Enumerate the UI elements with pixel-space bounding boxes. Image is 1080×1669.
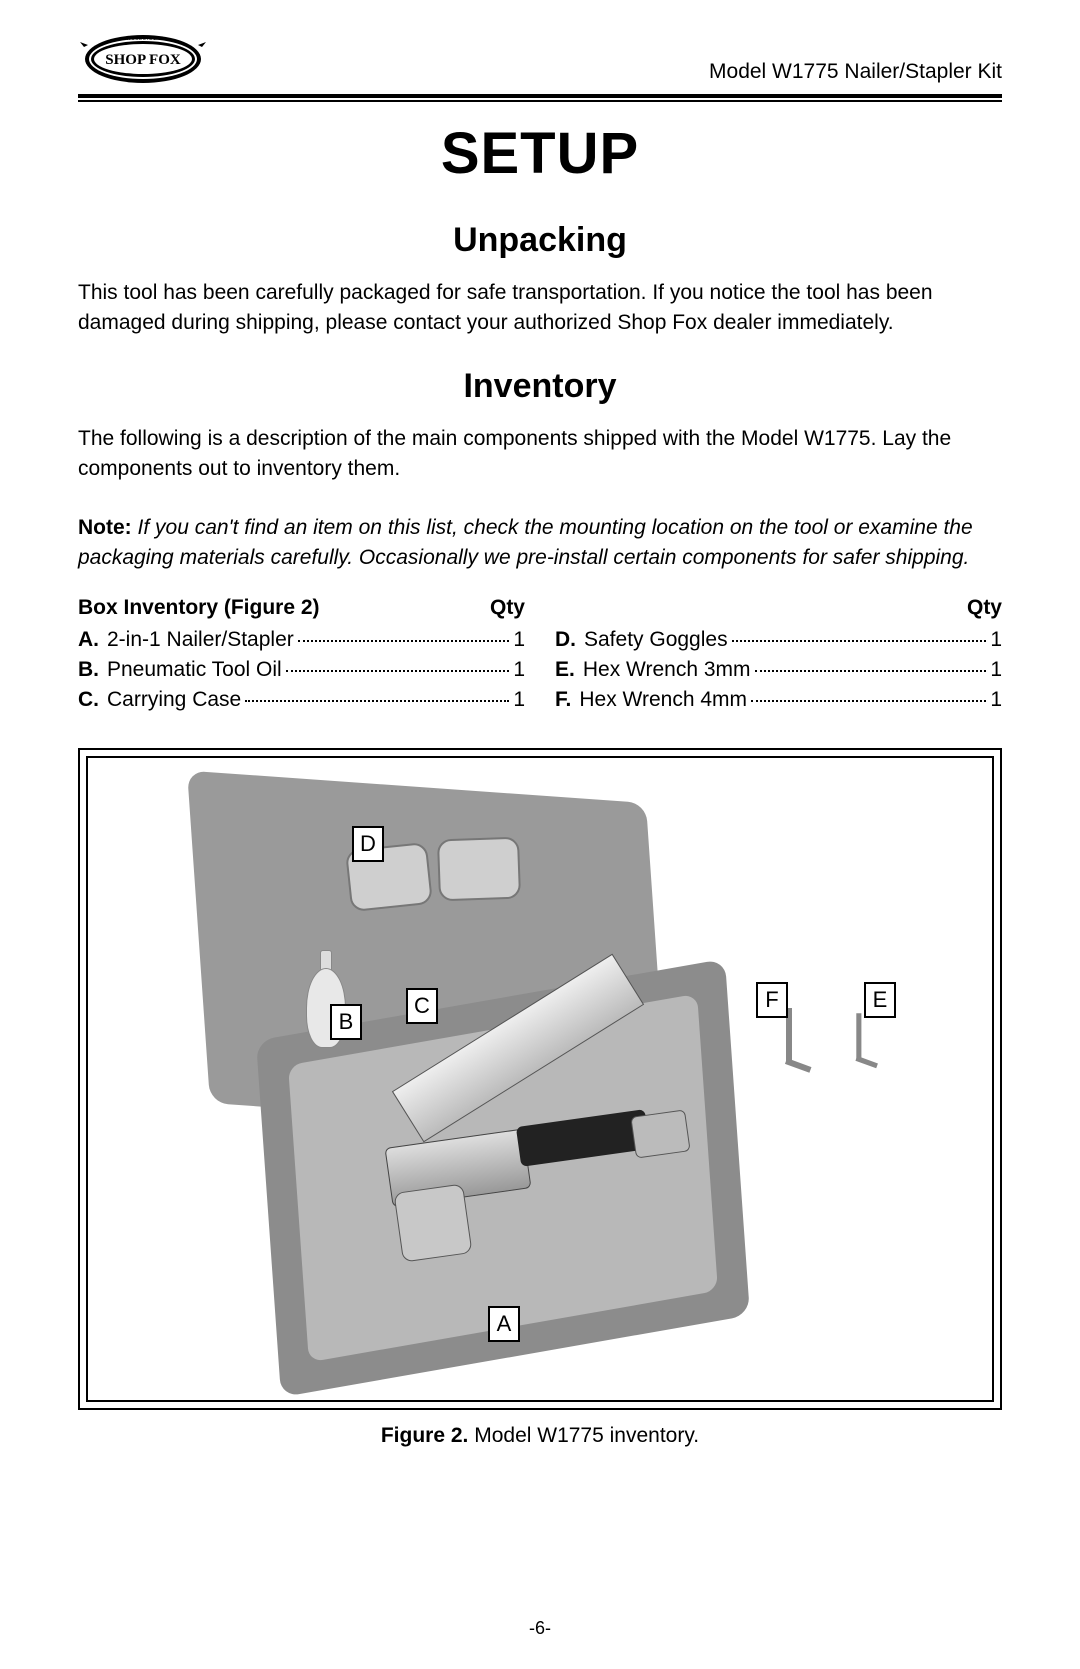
nailer-nose — [393, 1183, 472, 1262]
hex-wrench-4mm — [768, 1008, 808, 1078]
inventory-note: Note: If you can't find an item on this … — [78, 513, 1002, 574]
hex-wrench-3mm — [841, 1013, 875, 1073]
page-title: SETUP — [78, 120, 1002, 187]
inventory-col-left: Box Inventory (Figure 2) Qty A. 2-in-1 N… — [78, 596, 525, 718]
page-number: -6- — [0, 1618, 1080, 1639]
callout-C: C — [406, 988, 438, 1024]
inv-item-label: D. — [555, 628, 576, 652]
inv-item-qty: 1 — [990, 688, 1002, 712]
unpacking-text: This tool has been carefully packaged fo… — [78, 278, 1002, 339]
inventory-col-right: Qty D. Safety Goggles 1 E. Hex Wrench 3m… — [555, 596, 1002, 718]
callout-D: D — [352, 826, 384, 862]
inv-item-name: Hex Wrench 4mm — [579, 688, 747, 712]
inv-item: C. Carrying Case 1 — [78, 688, 525, 712]
inv-item: B. Pneumatic Tool Oil 1 — [78, 658, 525, 682]
inv-item-label: B. — [78, 658, 99, 682]
figure-2: D B C F E A — [86, 756, 994, 1402]
page-header: SHOP FOX WOODSTOCK Model W1775 Nailer/St… — [78, 30, 1002, 88]
brand-text: SHOP FOX — [105, 52, 181, 68]
inventory-heading: Inventory — [78, 367, 1002, 406]
callout-A: A — [488, 1306, 520, 1342]
note-label: Note: — [78, 516, 132, 539]
note-text: If you can't find an item on this list, … — [78, 516, 973, 569]
inventory-table-title: Box Inventory (Figure 2) — [78, 596, 320, 620]
inv-item-name: Hex Wrench 3mm — [583, 658, 751, 682]
model-line: Model W1775 Nailer/Stapler Kit — [709, 60, 1002, 88]
callout-B: B — [330, 1004, 362, 1040]
inv-item-name: Pneumatic Tool Oil — [107, 658, 282, 682]
inv-item-qty: 1 — [513, 688, 525, 712]
inv-item: E. Hex Wrench 3mm 1 — [555, 658, 1002, 682]
inv-item-name: Safety Goggles — [584, 628, 728, 652]
inv-item-label: A. — [78, 628, 99, 652]
inv-item: A. 2-in-1 Nailer/Stapler 1 — [78, 628, 525, 652]
callout-E: E — [864, 982, 896, 1018]
inventory-intro: The following is a description of the ma… — [78, 424, 1002, 485]
inv-item: F. Hex Wrench 4mm 1 — [555, 688, 1002, 712]
inv-item-label: E. — [555, 658, 575, 682]
unpacking-heading: Unpacking — [78, 221, 1002, 260]
figure-caption: Figure 2. Model W1775 inventory. — [78, 1424, 1002, 1448]
qty-label: Qty — [490, 596, 525, 620]
inventory-columns: Box Inventory (Figure 2) Qty A. 2-in-1 N… — [78, 596, 1002, 718]
header-rule — [78, 94, 1002, 102]
inv-item-label: F. — [555, 688, 571, 712]
inv-item-name: 2-in-1 Nailer/Stapler — [107, 628, 294, 652]
inv-item-name: Carrying Case — [107, 688, 241, 712]
inv-item-qty: 1 — [513, 628, 525, 652]
brand-logo: SHOP FOX WOODSTOCK — [78, 30, 208, 88]
inv-item-label: C. — [78, 688, 99, 712]
nailer-endcap — [630, 1109, 690, 1158]
qty-label: Qty — [967, 596, 1002, 620]
inv-item-qty: 1 — [990, 658, 1002, 682]
inv-item: D. Safety Goggles 1 — [555, 628, 1002, 652]
callout-F: F — [756, 982, 788, 1018]
figure-frame: D B C F E A — [78, 748, 1002, 1410]
svg-text:WOODSTOCK: WOODSTOCK — [126, 36, 160, 42]
inv-item-qty: 1 — [513, 658, 525, 682]
inv-item-qty: 1 — [990, 628, 1002, 652]
